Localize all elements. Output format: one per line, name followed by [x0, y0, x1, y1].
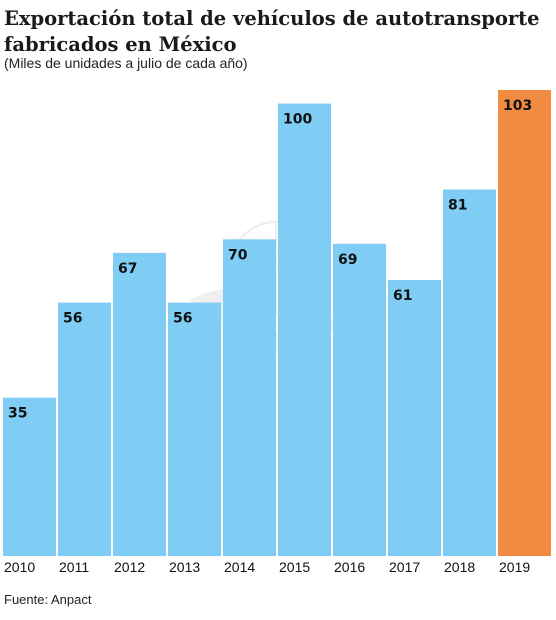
x-tick-labels-group: 2010 2011 2012 2013 2014 2015 2016 2017 2018 2019	[4, 559, 530, 575]
bar-2018	[443, 189, 496, 556]
data-label-2014: 70	[228, 247, 248, 263]
bar-2013	[168, 302, 221, 556]
x-tick-2014: 2014	[224, 559, 255, 575]
data-label-2015: 100	[283, 112, 312, 128]
x-tick-2011: 2011	[59, 559, 89, 575]
data-label-2012: 67	[118, 261, 137, 277]
x-tick-2017: 2017	[389, 559, 420, 575]
data-label-2019: 103	[503, 98, 532, 114]
bar-2011	[58, 302, 111, 556]
bar-2017	[388, 280, 441, 556]
data-label-2017: 61	[393, 288, 412, 304]
x-tick-2016: 2016	[334, 559, 365, 575]
data-label-2011: 56	[63, 311, 82, 327]
chart-title-line-1: Exportación total de vehículos de autotr…	[4, 7, 540, 30]
chart-title: Exportación total de vehículos de autotr…	[4, 6, 554, 58]
data-label-2010: 35	[8, 406, 27, 422]
bar-2016	[333, 243, 386, 557]
x-tick-2015: 2015	[279, 559, 310, 575]
chart-title-line-2: fabricados en México	[4, 33, 237, 56]
source-note: Fuente: Anpact	[4, 592, 92, 607]
bar-2010	[3, 397, 56, 556]
bar-2015	[278, 103, 331, 556]
x-tick-2019: 2019	[499, 559, 530, 575]
chart-subtitle: (Miles de unidades a julio de cada año)	[4, 55, 248, 71]
data-label-2018: 81	[448, 198, 467, 214]
bar-2014	[223, 239, 276, 557]
x-tick-2013: 2013	[169, 559, 200, 575]
bars-group	[3, 90, 551, 557]
data-label-2013: 56	[173, 311, 192, 327]
x-tick-2012: 2012	[114, 559, 145, 575]
data-label-2016: 69	[338, 252, 357, 268]
data-labels-group: 35 56 67 56 70 100 69 61 81 103	[8, 98, 532, 422]
x-tick-2010: 2010	[4, 559, 35, 575]
x-tick-2018: 2018	[444, 559, 475, 575]
bar-2019	[498, 90, 551, 556]
bar-2012	[113, 252, 166, 556]
